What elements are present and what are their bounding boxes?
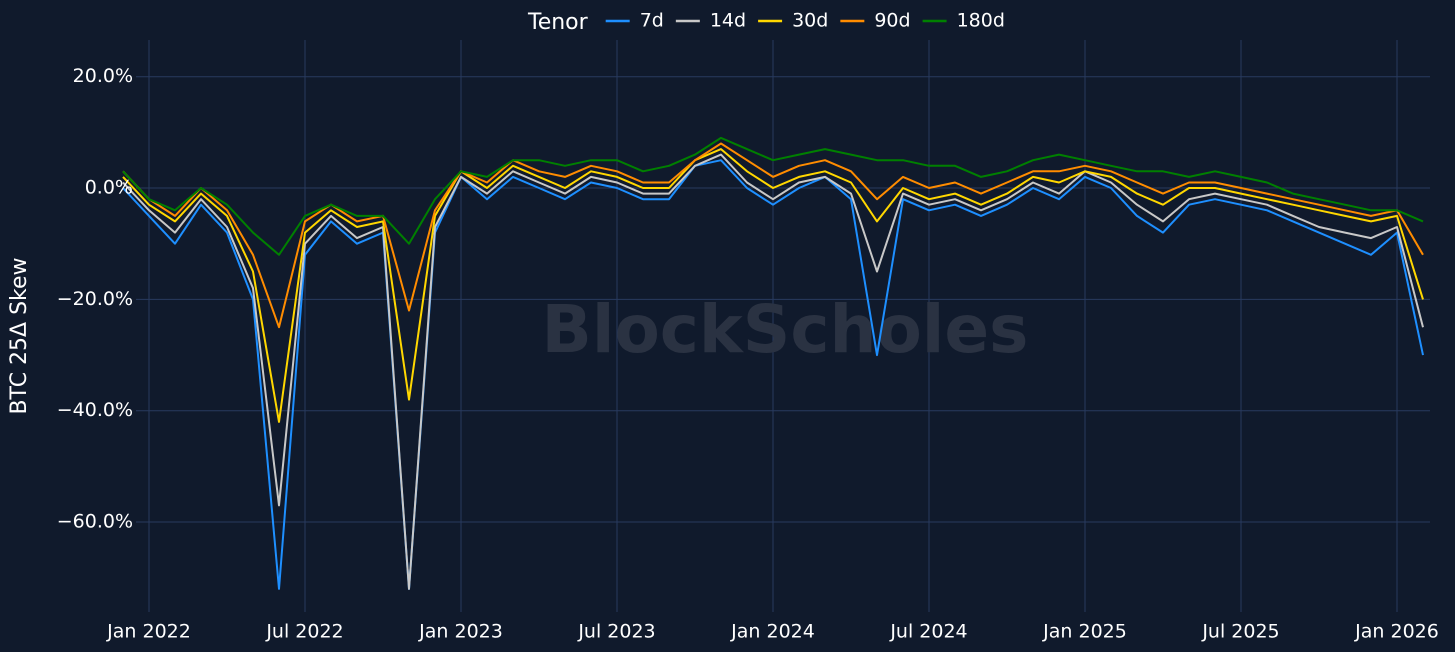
legend: Tenor 7d 14d 30d 90d 180d <box>527 10 1005 36</box>
legend-label: 180d <box>957 10 1005 32</box>
y-tick-label: −40.0% <box>57 399 133 421</box>
legend-label: 90d <box>874 10 910 32</box>
series-line <box>122 159 1424 590</box>
x-tick-label: Jan 2026 <box>1354 621 1439 643</box>
x-tick-label: Jul 2024 <box>889 621 967 643</box>
series-line <box>122 153 1424 590</box>
y-axis-label: BTC 25Δ Skew <box>7 257 32 414</box>
x-tick-label: Jul 2023 <box>577 621 655 643</box>
ticks: −60.0% −40.0% −20.0% 0.0% 20.0% Jan 2022 Jul 2… <box>57 65 1439 642</box>
series-line <box>122 142 1424 329</box>
y-tick-label: 20.0% <box>73 65 133 87</box>
x-tick-label: Jul 2022 <box>265 621 343 643</box>
x-tick-label: Jan 2025 <box>1042 621 1127 643</box>
y-tick-label: 0.0% <box>85 177 133 199</box>
y-tick-label: −60.0% <box>57 511 133 533</box>
x-tick-label: Jan 2022 <box>106 621 191 643</box>
grid <box>136 40 1430 612</box>
legend-label: 7d <box>640 10 664 32</box>
series-line <box>122 136 1424 256</box>
x-tick-label: Jul 2025 <box>1201 621 1279 643</box>
watermark: BlockScholes <box>542 291 1029 368</box>
x-tick-label: Jan 2024 <box>730 621 815 643</box>
y-tick-label: −20.0% <box>57 288 133 310</box>
lines <box>122 136 1424 590</box>
legend-label: 14d <box>710 10 746 32</box>
legend-title: Tenor <box>527 10 589 35</box>
series-line <box>122 148 1424 423</box>
x-tick-label: Jan 2023 <box>418 621 503 643</box>
legend-label: 30d <box>792 10 828 32</box>
